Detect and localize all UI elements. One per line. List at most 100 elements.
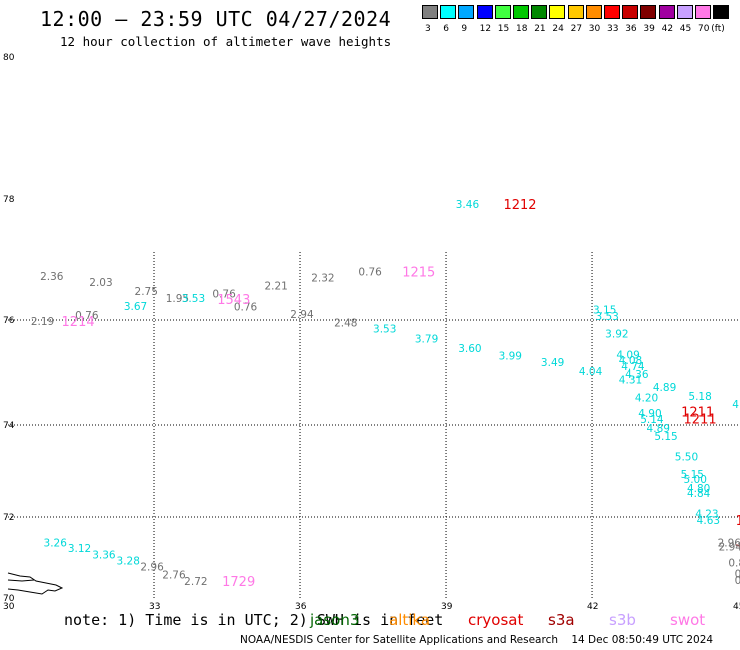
coastline-fragment <box>7 572 64 595</box>
satellite-jason3: jason3 <box>310 611 360 629</box>
coastline-fragment <box>735 544 740 547</box>
legend-label: 42 <box>661 24 674 34</box>
latitude-label: 80 <box>3 53 15 63</box>
wave-height-value: 2.94 <box>290 309 314 321</box>
wave-height-value: 3.49 <box>541 357 564 369</box>
wave-height-value: 0.7 <box>735 575 740 587</box>
wave-height-value: 2.94 <box>719 542 740 554</box>
coastline <box>7 544 740 595</box>
wave-height-value: 0.76 <box>234 302 258 314</box>
wave-height-value: 2.03 <box>89 277 112 289</box>
satellite-s3a: s3a <box>548 611 575 629</box>
graticule <box>8 252 740 598</box>
legend-label: 27 <box>570 24 583 34</box>
wave-height-value: 2.21 <box>264 281 287 293</box>
footer: NOAA/NESDIS Center for Satellite Applica… <box>240 634 713 646</box>
wave-height-value: 3.28 <box>117 555 140 567</box>
wave-height-value: 4.04 <box>579 366 603 378</box>
legend-label: 9 <box>461 24 468 34</box>
legend-swatch <box>713 5 730 19</box>
legend-label: 33 <box>607 24 619 34</box>
legend-label: 18 <box>516 24 528 34</box>
wave-height-value: 2.96 <box>718 538 740 550</box>
wave-height-value: 0.76 <box>75 310 99 322</box>
map-subtitle: 12 hour collection of altimeter wave hei… <box>60 34 392 49</box>
legend-swatch <box>458 5 475 19</box>
wave-height-value: 3.79 <box>415 333 438 345</box>
footer-timestamp: 14 Dec 08:50:49 UTC 2024 <box>571 634 714 646</box>
map-title: 12:00 – 23:59 UTC 04/27/2024 <box>40 7 392 31</box>
track-time-label: 1729 <box>222 575 255 590</box>
wave-height-value: 0.76 <box>212 288 236 300</box>
wave-height-value: 4.63 <box>697 515 720 527</box>
wave-height-value: 4.89 <box>647 423 670 435</box>
wave-height-value: 3.53 <box>595 311 618 323</box>
wave-height-value: 4.87 <box>732 399 740 411</box>
satellite-s3b: s3b <box>609 611 636 629</box>
track-time-label: 1543 <box>217 293 250 308</box>
legend-label: 36 <box>625 24 637 34</box>
legend-swatch <box>531 5 548 19</box>
wave-height-value: 4.90 <box>638 408 661 420</box>
satellite-cryosat: cryosat <box>468 611 524 629</box>
wave-height-value: 5.18 <box>688 391 711 403</box>
latitude-label: 70 <box>3 594 15 604</box>
wave-height-value: 3.12 <box>68 543 91 555</box>
legend-label: 45 <box>679 24 692 34</box>
wave-height-value: 4.09 <box>616 350 639 362</box>
legend-swatch <box>695 5 711 19</box>
legend-swatch <box>585 5 602 19</box>
legend-label: 30 <box>588 24 601 34</box>
longitude-label: 36 <box>295 602 307 612</box>
wave-height-value: 0.86 <box>728 557 740 569</box>
wave-height-value: 3.60 <box>458 343 481 355</box>
coastline-fragment <box>7 579 35 582</box>
track-time-label: 1212 <box>503 198 536 213</box>
wave-height-value: 2.36 <box>40 271 64 283</box>
legend-swatch <box>640 5 657 19</box>
legend-swatch <box>494 5 511 19</box>
legend-swatch <box>658 5 675 19</box>
footer-credit: NOAA/NESDIS Center for Satellite Applica… <box>240 634 558 646</box>
wave-height-value: 4.80 <box>687 483 710 495</box>
legend-swatch <box>513 5 529 19</box>
legend-label: 3 <box>425 24 431 34</box>
wave-height-value: 2.96 <box>140 561 164 573</box>
legend-swatch <box>440 5 457 19</box>
latitude-label: 74 <box>3 421 15 431</box>
wave-height-value: 0.76 <box>358 267 382 279</box>
wave-height-value: 2.48 <box>334 318 357 330</box>
legend-label: 70 <box>698 24 710 34</box>
wave-height-value: 3.46 <box>456 199 480 211</box>
wave-height-value: 2.75 <box>135 286 158 298</box>
wave-height-value: 4.84 <box>687 488 711 500</box>
wave-height-value: 3.53 <box>373 323 396 335</box>
wave-height-value: 4.23 <box>695 508 718 520</box>
wave-height-value: 3.53 <box>182 293 205 305</box>
wave-height-value: 0.85 <box>735 569 740 581</box>
wave-height-value: 4.74 <box>621 361 645 373</box>
track-time-label: 1214 <box>62 315 95 330</box>
longitude-label: 33 <box>149 602 160 612</box>
wave-height-value: 5.14 <box>640 414 664 426</box>
wave-height-value: 4.08 <box>619 355 642 367</box>
legend-label: (ft) <box>711 24 725 34</box>
track-time-label: 1215 <box>402 266 435 281</box>
legend-label: 24 <box>552 24 564 34</box>
legend-swatch <box>549 5 566 19</box>
wave-height-value: 5.00 <box>684 474 707 486</box>
wave-height-value: 5.50 <box>675 451 698 463</box>
wave-height-value: 2.76 <box>162 570 186 582</box>
wave-height-value: 3.26 <box>44 538 68 550</box>
satellite-altika: altika <box>389 611 431 629</box>
wave-height-value: 3.67 <box>124 301 147 313</box>
longitude-label: 45 <box>733 602 740 612</box>
wave-height-value: 2.32 <box>311 273 334 285</box>
track-time-label: 1211 <box>684 413 717 428</box>
wave-height-value: 3.36 <box>92 549 116 561</box>
wave-height-value: 5.15 <box>654 431 677 443</box>
latitude-label: 78 <box>3 195 15 205</box>
wave-height-value: 2.72 <box>184 576 207 588</box>
